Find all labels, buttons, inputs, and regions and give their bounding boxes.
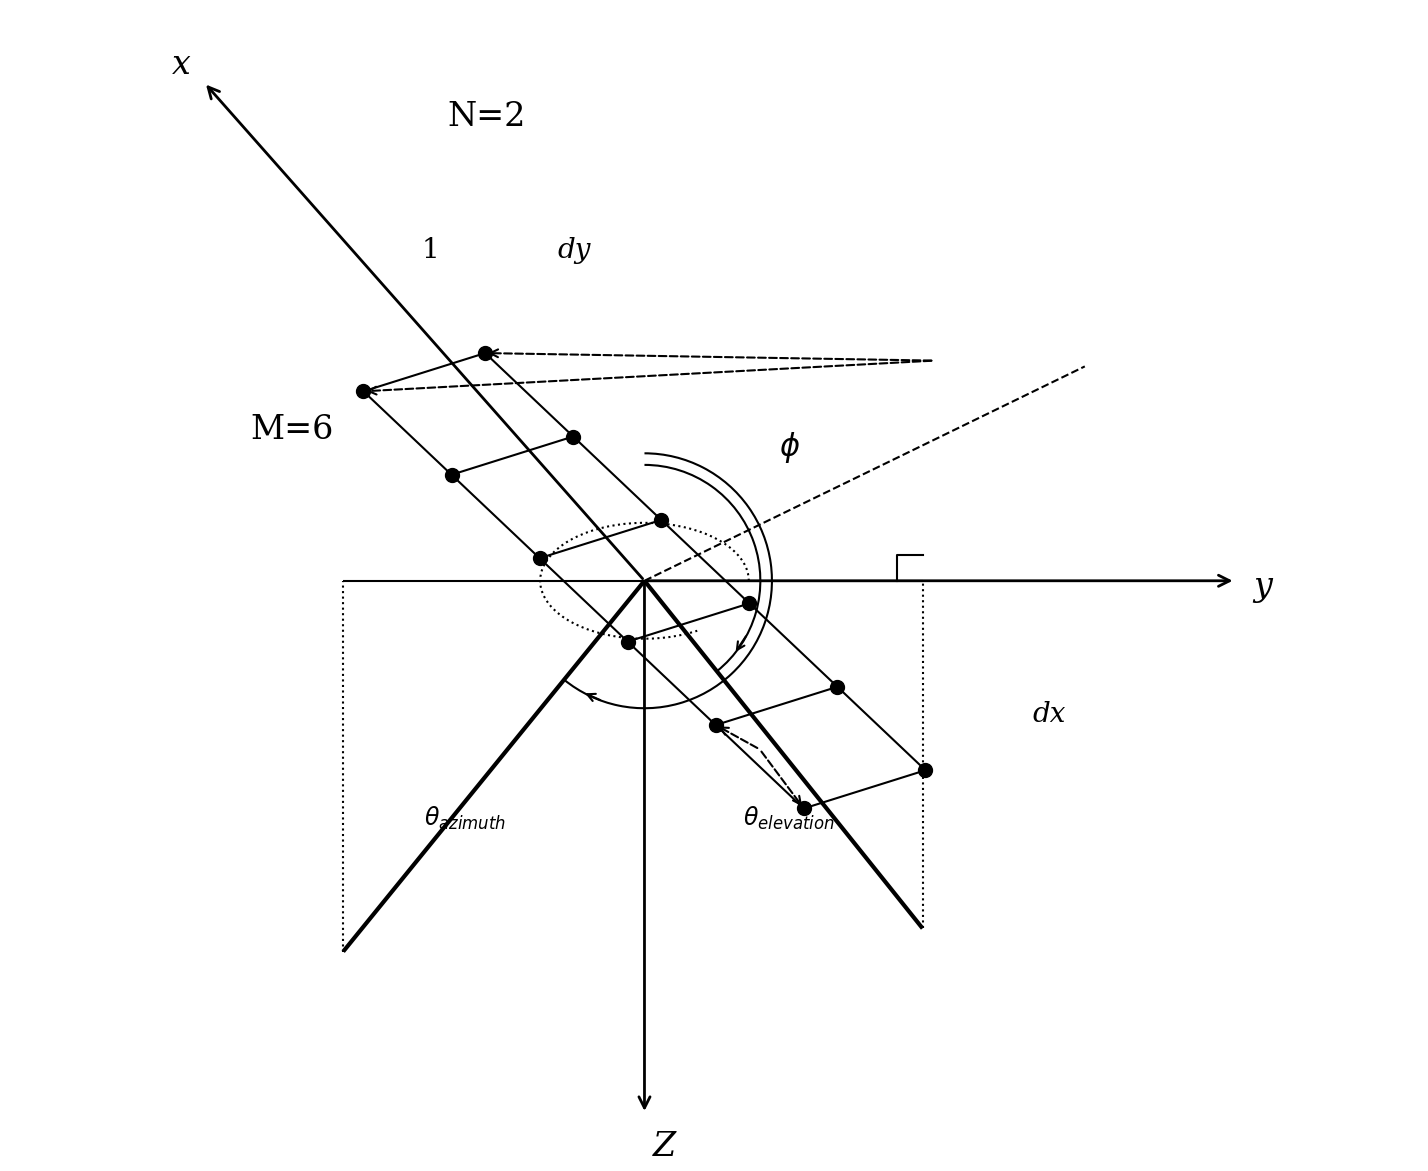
Text: dx: dx	[1032, 700, 1067, 727]
Text: 1: 1	[421, 237, 438, 263]
Text: x: x	[171, 49, 190, 81]
Text: y: y	[1252, 570, 1272, 603]
Text: $\theta_{azimuth}$: $\theta_{azimuth}$	[424, 804, 506, 831]
Text: $\phi$: $\phi$	[778, 430, 800, 465]
Text: dy: dy	[557, 237, 591, 263]
Text: N=2: N=2	[447, 101, 526, 133]
Text: $\theta_{elevation}$: $\theta_{elevation}$	[743, 804, 835, 831]
Text: Z: Z	[653, 1131, 675, 1163]
Text: M=6: M=6	[250, 415, 334, 446]
